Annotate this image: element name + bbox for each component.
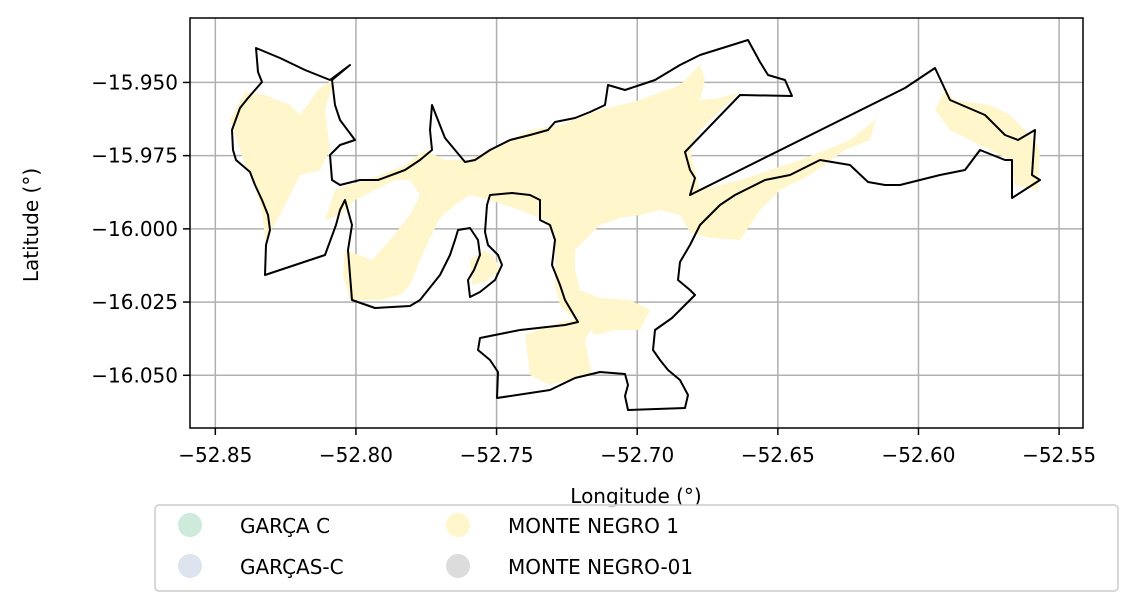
legend-box xyxy=(154,504,1119,592)
legend-label: MONTE NEGRO-01 xyxy=(508,555,693,579)
district-outline xyxy=(231,39,1041,411)
y-axis-label: Latitude (°) xyxy=(19,168,43,282)
x-tick-label: −52.60 xyxy=(881,443,955,467)
y-ticks: −15.950 −15.975 −16.000 −16.025 −16.050 xyxy=(91,70,190,387)
grid-lines xyxy=(190,18,1083,428)
x-tick-label: −52.80 xyxy=(319,443,393,467)
region-fill-west xyxy=(230,78,335,240)
x-ticks: −52.85 −52.80 −52.75 −52.70 −52.65 −52.60 −52.… xyxy=(178,428,1096,467)
legend-label: GARÇAS-C xyxy=(240,555,344,579)
y-tick-label: −16.000 xyxy=(91,217,178,241)
legend-label: MONTE NEGRO 1 xyxy=(508,514,679,538)
region-fill-east xyxy=(935,90,1040,190)
x-axis-label: Longitude (°) xyxy=(570,484,701,508)
x-tick-label: −52.75 xyxy=(460,443,534,467)
legend: GARÇA C GARÇAS-C MONTE NEGRO 1 MONTE NEGRO-… xyxy=(154,504,1119,592)
legend-label: GARÇA C xyxy=(240,514,330,538)
filled-regions xyxy=(230,65,1040,385)
y-tick-label: −15.950 xyxy=(91,70,178,94)
legend-entry: MONTE NEGRO-01 xyxy=(446,554,693,579)
legend-marker xyxy=(178,513,202,537)
y-tick-label: −16.050 xyxy=(91,363,178,387)
legend-marker xyxy=(446,554,470,578)
legend-entry: GARÇA C xyxy=(178,513,330,538)
y-tick-label: −16.025 xyxy=(91,290,178,314)
x-tick-label: −52.85 xyxy=(178,443,252,467)
x-tick-label: −52.65 xyxy=(741,443,815,467)
legend-entry: MONTE NEGRO 1 xyxy=(446,513,679,538)
region-fill-center xyxy=(325,65,880,385)
legend-entry: GARÇAS-C xyxy=(178,554,344,579)
outline-polygon xyxy=(231,39,1041,411)
y-tick-label: −15.975 xyxy=(91,144,178,168)
legend-marker xyxy=(178,554,202,578)
x-tick-label: −52.70 xyxy=(600,443,674,467)
legend-marker xyxy=(446,513,470,537)
x-tick-label: −52.55 xyxy=(1022,443,1096,467)
